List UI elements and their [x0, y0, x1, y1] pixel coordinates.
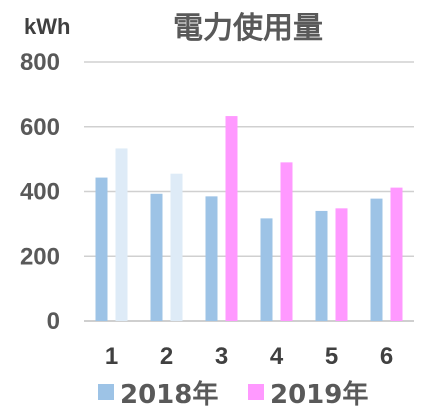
bar-2018年-4 — [260, 218, 273, 321]
legend-label-2019: 2019年 — [270, 379, 368, 410]
bar-2019年-6 — [390, 187, 403, 321]
x-tick-label: 6 — [380, 343, 393, 370]
bar-2019年-4 — [280, 162, 293, 321]
bar-2018年-3 — [205, 196, 218, 321]
y-axis-unit: kWh — [24, 14, 70, 39]
y-tick-label: 600 — [20, 114, 60, 141]
x-tick-label: 3 — [215, 343, 228, 370]
x-tick-label: 5 — [325, 343, 338, 370]
legend-label-2018: 2018年 — [120, 379, 218, 410]
y-tick-label: 400 — [20, 179, 60, 206]
bar-2019年-3 — [225, 116, 238, 321]
y-tick-label: 800 — [20, 49, 60, 76]
x-tick-label: 1 — [105, 343, 118, 370]
gridlines — [84, 61, 414, 322]
bar-2019年-1 — [115, 148, 128, 321]
x-axis-ticks: 1 2 3 4 5 6 — [105, 343, 393, 370]
legend-swatch-2019 — [248, 384, 264, 400]
y-axis-ticks: 0 200 400 600 800 — [20, 49, 60, 335]
bar-2018年-5 — [315, 210, 328, 321]
x-tick-label: 2 — [160, 343, 173, 370]
x-tick-label: 4 — [270, 343, 284, 370]
y-tick-label: 0 — [47, 308, 60, 335]
bar-2019年-5 — [335, 208, 348, 321]
chart-title: 電力使用量 — [173, 11, 323, 46]
bars — [95, 116, 403, 321]
legend-swatch-2018 — [98, 384, 114, 400]
legend: 2018年 2019年 — [98, 379, 368, 410]
bar-2018年-1 — [95, 177, 108, 321]
y-tick-label: 200 — [20, 243, 60, 270]
bar-2018年-6 — [370, 198, 383, 321]
bar-2019年-2 — [170, 173, 183, 321]
bar-2018年-2 — [150, 193, 163, 321]
